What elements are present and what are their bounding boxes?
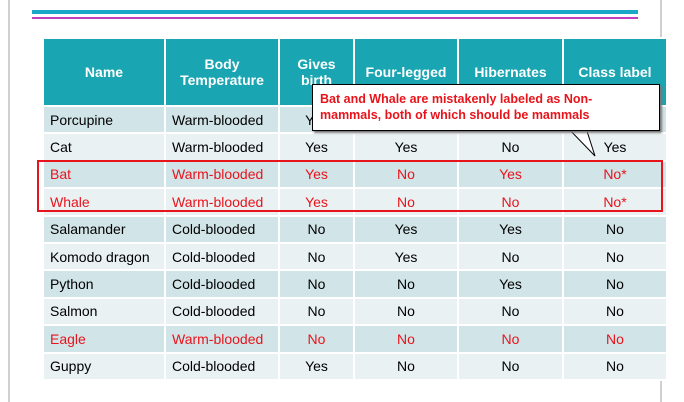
table-cell: No	[353, 269, 459, 299]
table-row: Cat Warm-blooded Yes Yes No Yes	[42, 132, 668, 162]
table-cell: No*	[562, 159, 668, 190]
table-cell: Cold-blooded	[164, 296, 280, 327]
table-cell: No	[457, 132, 564, 162]
table-cell: Cat	[42, 132, 166, 162]
table-cell: Guppy	[42, 351, 166, 381]
table-cell: No	[278, 241, 355, 272]
table-cell: No	[278, 296, 355, 327]
table-cell: No	[562, 214, 668, 244]
table-cell: Komodo dragon	[42, 241, 166, 272]
table-cell: No	[562, 241, 668, 272]
table-cell: No	[562, 324, 668, 354]
top-rule	[32, 17, 638, 19]
table-cell: Porcupine	[42, 104, 166, 135]
table-cell: No	[562, 269, 668, 299]
table-cell: Yes	[457, 269, 564, 299]
highlight-box	[37, 160, 663, 212]
table-cell: Python	[42, 269, 166, 299]
table-cell: No	[278, 324, 355, 354]
table-cell: No	[562, 351, 668, 381]
table-cell: No	[457, 351, 564, 381]
table-cell: No	[457, 324, 564, 354]
table-cell: Warm-blooded	[164, 104, 280, 135]
table-row: Guppy Cold-blooded Yes No No No	[42, 351, 668, 381]
table-cell: Warm-blooded	[164, 132, 280, 162]
table-cell: Warm-blooded	[164, 324, 280, 354]
column-header: Body Temperature	[164, 37, 280, 107]
table-row: Komodo dragon Cold-blooded No Yes No No	[42, 241, 668, 272]
table-cell: Eagle	[42, 324, 166, 354]
callout-pointer	[564, 125, 596, 157]
table-cell: Yes	[278, 132, 355, 162]
table-cell: Yes	[278, 159, 355, 190]
table-cell: No	[457, 296, 564, 327]
table-cell: Salmon	[42, 296, 166, 327]
column-header: Name	[42, 37, 166, 107]
table-cell: Cold-blooded	[164, 351, 280, 381]
table-cell: Yes	[353, 241, 459, 272]
table-cell: No	[353, 351, 459, 381]
table-cell: Cold-blooded	[164, 214, 280, 244]
table-cell: No	[278, 269, 355, 299]
table-cell: Yes	[278, 351, 355, 381]
table-cell: Cold-blooded	[164, 269, 280, 299]
table-cell: No	[278, 214, 355, 244]
table-row: Eagle Warm-blooded No No No No	[42, 324, 668, 354]
top-rule	[32, 10, 638, 14]
table-cell: Salamander	[42, 214, 166, 244]
table-cell: No	[457, 241, 564, 272]
callout: Bat and Whale are mistakenly labeled as …	[312, 84, 660, 131]
table-cell: No	[353, 296, 459, 327]
table-cell: No	[353, 324, 459, 354]
table-row: Salmon Cold-blooded No No No No	[42, 296, 668, 327]
table-cell: Yes	[457, 214, 564, 244]
left-border	[8, 0, 10, 402]
table-cell: Yes	[353, 132, 459, 162]
table-cell: Yes	[562, 132, 668, 162]
table-cell: Yes	[353, 214, 459, 244]
table-row: Salamander Cold-blooded No Yes Yes No	[42, 214, 668, 244]
table-cell: No	[562, 296, 668, 327]
table-row: Python Cold-blooded No No Yes No	[42, 269, 668, 299]
table-cell: Cold-blooded	[164, 241, 280, 272]
